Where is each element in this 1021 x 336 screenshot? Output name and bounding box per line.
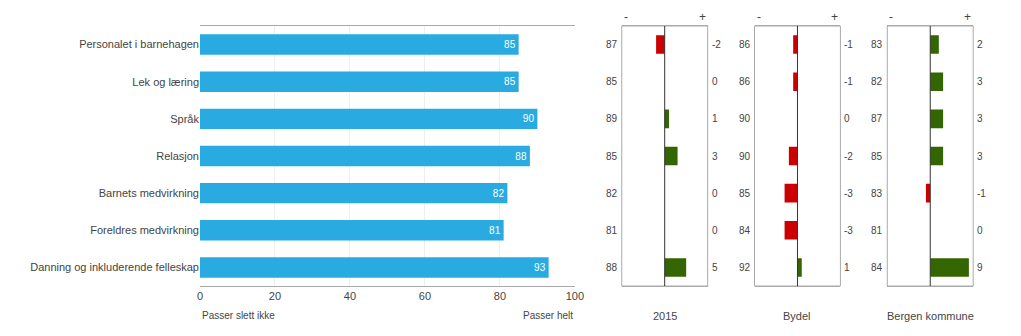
svg-text:+: +	[964, 10, 971, 24]
svg-text:85: 85	[606, 76, 618, 87]
svg-text:0: 0	[197, 290, 203, 302]
svg-text:82: 82	[493, 188, 505, 199]
svg-text:Passer slett ikke: Passer slett ikke	[202, 310, 275, 321]
svg-text:86: 86	[739, 76, 751, 87]
svg-text:90: 90	[523, 113, 535, 124]
svg-text:20: 20	[269, 290, 281, 302]
svg-text:88: 88	[606, 262, 618, 273]
svg-text:-3: -3	[844, 225, 853, 236]
svg-text:0: 0	[712, 225, 718, 236]
svg-text:81: 81	[871, 225, 883, 236]
svg-text:9: 9	[977, 262, 983, 273]
svg-text:Passer helt: Passer helt	[523, 310, 573, 321]
svg-text:3: 3	[977, 76, 983, 87]
svg-text:3: 3	[712, 151, 718, 162]
svg-text:5: 5	[712, 262, 718, 273]
svg-text:Bergen kommune: Bergen kommune	[887, 310, 974, 322]
svg-text:Bydel: Bydel	[783, 310, 811, 322]
svg-text:3: 3	[977, 151, 983, 162]
svg-text:Relasjon: Relasjon	[156, 150, 199, 162]
svg-text:82: 82	[871, 76, 883, 87]
svg-text:-: -	[889, 10, 893, 24]
svg-text:86: 86	[739, 39, 751, 50]
svg-text:93: 93	[534, 262, 546, 273]
svg-text:85: 85	[504, 39, 516, 50]
svg-text:90: 90	[739, 113, 751, 124]
svg-text:Danning og inkluderende felles: Danning og inkluderende felleskap	[30, 261, 199, 273]
svg-text:-1: -1	[844, 39, 853, 50]
svg-text:40: 40	[344, 290, 356, 302]
svg-text:-: -	[757, 10, 761, 24]
svg-text:2015: 2015	[653, 310, 677, 322]
svg-text:81: 81	[606, 225, 618, 236]
svg-text:-1: -1	[844, 76, 853, 87]
svg-text:80: 80	[494, 290, 506, 302]
svg-text:90: 90	[739, 151, 751, 162]
svg-text:Lek og læring: Lek og læring	[132, 76, 199, 88]
svg-text:-2: -2	[844, 151, 853, 162]
svg-text:1: 1	[844, 262, 850, 273]
svg-text:-1: -1	[977, 188, 986, 199]
svg-text:Språk: Språk	[170, 113, 199, 125]
svg-text:85: 85	[871, 151, 883, 162]
svg-text:87: 87	[871, 113, 883, 124]
svg-text:82: 82	[606, 188, 618, 199]
svg-text:83: 83	[871, 188, 883, 199]
svg-text:+: +	[831, 10, 838, 24]
svg-text:3: 3	[977, 113, 983, 124]
svg-text:81: 81	[489, 225, 501, 236]
svg-text:0: 0	[712, 188, 718, 199]
svg-text:100: 100	[566, 290, 584, 302]
svg-text:85: 85	[504, 76, 516, 87]
svg-text:Foreldres medvirkning: Foreldres medvirkning	[90, 224, 199, 236]
svg-text:60: 60	[419, 290, 431, 302]
svg-text:-3: -3	[844, 188, 853, 199]
svg-text:84: 84	[871, 262, 883, 273]
svg-text:Personalet i barnehagen: Personalet i barnehagen	[79, 38, 199, 50]
svg-text:-2: -2	[712, 39, 721, 50]
svg-text:0: 0	[977, 225, 983, 236]
svg-text:83: 83	[871, 39, 883, 50]
svg-text:+: +	[699, 10, 706, 24]
svg-text:Barnets medvirkning: Barnets medvirkning	[99, 187, 199, 199]
svg-text:0: 0	[712, 76, 718, 87]
svg-text:1: 1	[712, 113, 718, 124]
svg-text:84: 84	[739, 225, 751, 236]
svg-text:88: 88	[515, 151, 527, 162]
svg-text:0: 0	[844, 113, 850, 124]
svg-text:92: 92	[739, 262, 751, 273]
svg-text:-: -	[624, 10, 628, 24]
svg-text:85: 85	[606, 151, 618, 162]
svg-text:89: 89	[606, 113, 618, 124]
svg-text:2: 2	[977, 39, 983, 50]
svg-text:87: 87	[606, 39, 618, 50]
svg-text:85: 85	[739, 188, 751, 199]
